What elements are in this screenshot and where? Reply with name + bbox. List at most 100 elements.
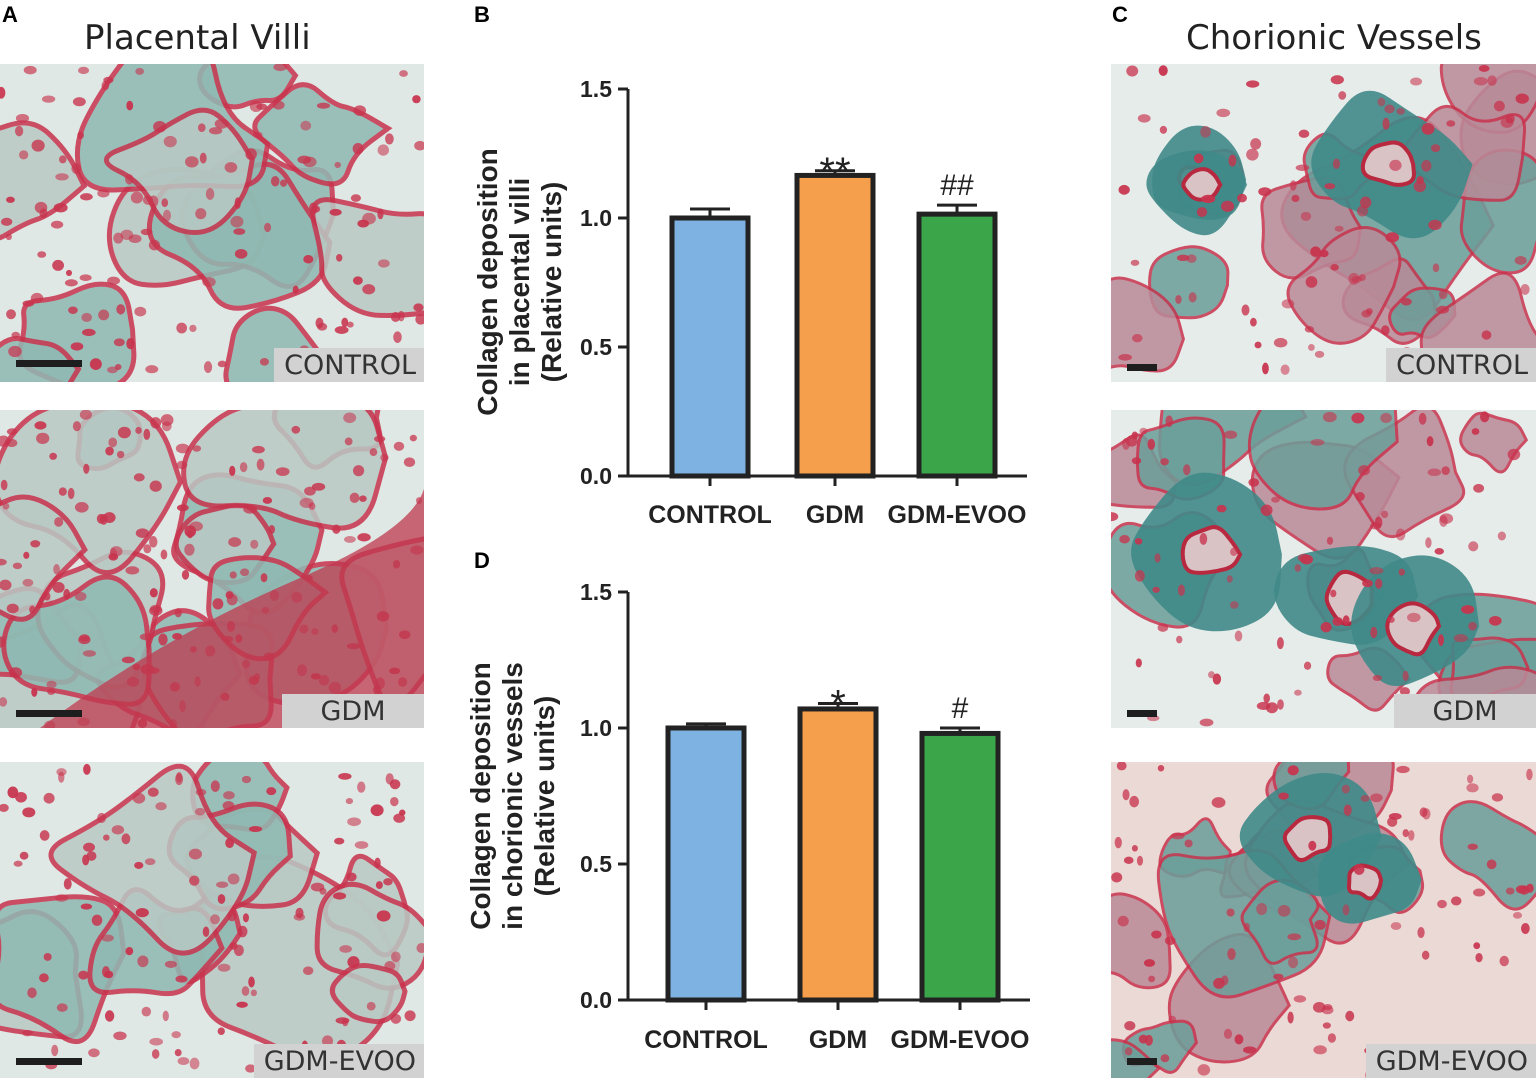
red-cell bbox=[412, 95, 421, 104]
red-cell bbox=[125, 566, 140, 575]
red-cell bbox=[1466, 783, 1479, 793]
red-cell bbox=[53, 203, 68, 213]
red-cell bbox=[280, 179, 288, 187]
red-cell bbox=[214, 118, 229, 129]
red-cell bbox=[8, 667, 23, 678]
vessel-control-micrograph: CONTROL bbox=[1111, 64, 1536, 382]
red-cell bbox=[1374, 516, 1383, 529]
red-cell bbox=[1277, 905, 1291, 917]
x-tick-label: GDM bbox=[806, 501, 864, 529]
red-cell bbox=[1131, 457, 1142, 465]
red-cell bbox=[51, 1044, 59, 1057]
y-tick-label: 0.0 bbox=[580, 463, 612, 489]
red-cell bbox=[1248, 478, 1260, 487]
red-cell bbox=[203, 361, 213, 373]
red-cell bbox=[197, 123, 206, 132]
red-cell bbox=[1271, 496, 1280, 503]
red-cell bbox=[160, 549, 168, 560]
bar bbox=[797, 706, 879, 1003]
red-cell bbox=[1175, 294, 1182, 304]
red-cell bbox=[14, 125, 24, 137]
red-cell bbox=[1250, 138, 1262, 150]
red-cell bbox=[135, 426, 142, 434]
red-cell bbox=[341, 317, 349, 328]
red-cell bbox=[1419, 807, 1428, 818]
red-cell bbox=[1314, 350, 1325, 358]
red-cell bbox=[18, 150, 29, 160]
red-cell bbox=[1410, 77, 1423, 86]
red-cell bbox=[1343, 804, 1352, 816]
red-cell bbox=[109, 548, 118, 560]
red-cell bbox=[1421, 123, 1435, 135]
red-cell bbox=[1227, 948, 1236, 961]
red-cell bbox=[390, 1013, 402, 1024]
red-cell bbox=[234, 248, 248, 259]
red-cell bbox=[264, 222, 272, 233]
red-cell bbox=[1186, 254, 1197, 263]
significance-marker: * bbox=[830, 683, 846, 727]
red-cell bbox=[147, 787, 159, 797]
red-cell bbox=[145, 365, 159, 374]
red-cell bbox=[19, 851, 29, 860]
red-cell bbox=[1160, 1054, 1170, 1063]
red-cell bbox=[1305, 276, 1318, 288]
red-cell bbox=[55, 173, 69, 181]
red-cell bbox=[1287, 765, 1299, 776]
red-cell bbox=[1157, 764, 1165, 772]
red-cell bbox=[352, 276, 363, 285]
red-cell bbox=[64, 279, 78, 287]
x-tick-label: GDM-EVOO bbox=[891, 1026, 1030, 1054]
red-cell bbox=[1241, 304, 1250, 316]
micrograph-label: GDM-EVOO bbox=[1365, 1044, 1536, 1078]
red-cell bbox=[175, 773, 184, 786]
red-cell bbox=[300, 120, 312, 131]
red-cell bbox=[1334, 225, 1344, 232]
red-cell bbox=[135, 67, 145, 75]
red-cell bbox=[1151, 930, 1162, 939]
red-cell bbox=[1223, 1028, 1233, 1039]
red-cell bbox=[39, 208, 48, 219]
red-cell bbox=[1493, 100, 1505, 112]
red-cell bbox=[80, 903, 93, 910]
red-cell bbox=[1237, 193, 1247, 203]
red-cell bbox=[12, 562, 23, 570]
red-cell bbox=[117, 426, 131, 439]
red-cell bbox=[1497, 531, 1507, 541]
red-cell bbox=[1473, 76, 1488, 86]
red-cell bbox=[334, 326, 349, 334]
red-cell bbox=[68, 306, 78, 315]
red-cell bbox=[142, 195, 154, 205]
red-cell bbox=[352, 465, 365, 477]
red-cell bbox=[229, 465, 236, 476]
red-cell bbox=[302, 966, 314, 976]
red-cell bbox=[149, 588, 158, 598]
red-cell bbox=[1300, 554, 1314, 565]
red-cell bbox=[121, 656, 135, 664]
red-cell bbox=[377, 144, 390, 156]
red-cell bbox=[1243, 1046, 1257, 1054]
red-cell bbox=[366, 1001, 376, 1011]
red-cell bbox=[1507, 448, 1521, 461]
red-cell bbox=[1152, 586, 1160, 593]
red-cell bbox=[225, 837, 235, 849]
red-cell bbox=[36, 432, 50, 445]
red-cell bbox=[22, 807, 36, 818]
red-cell bbox=[1381, 325, 1390, 336]
red-cell bbox=[56, 1003, 68, 1012]
red-cell bbox=[1437, 899, 1447, 909]
red-cell bbox=[88, 1048, 100, 1058]
red-cell bbox=[1375, 578, 1383, 589]
red-cell bbox=[143, 428, 151, 440]
red-cell bbox=[1332, 158, 1340, 170]
red-cell bbox=[1246, 148, 1259, 161]
red-cell bbox=[1281, 299, 1295, 309]
red-cell bbox=[1304, 326, 1315, 333]
red-cell bbox=[250, 989, 257, 997]
red-cell bbox=[1199, 718, 1214, 727]
red-cell bbox=[369, 448, 378, 457]
red-cell bbox=[46, 680, 57, 689]
micrograph-label: CONTROL bbox=[1386, 348, 1536, 382]
red-cell bbox=[1487, 75, 1497, 86]
tissue-region bbox=[1247, 410, 1399, 511]
red-cell bbox=[338, 772, 352, 780]
